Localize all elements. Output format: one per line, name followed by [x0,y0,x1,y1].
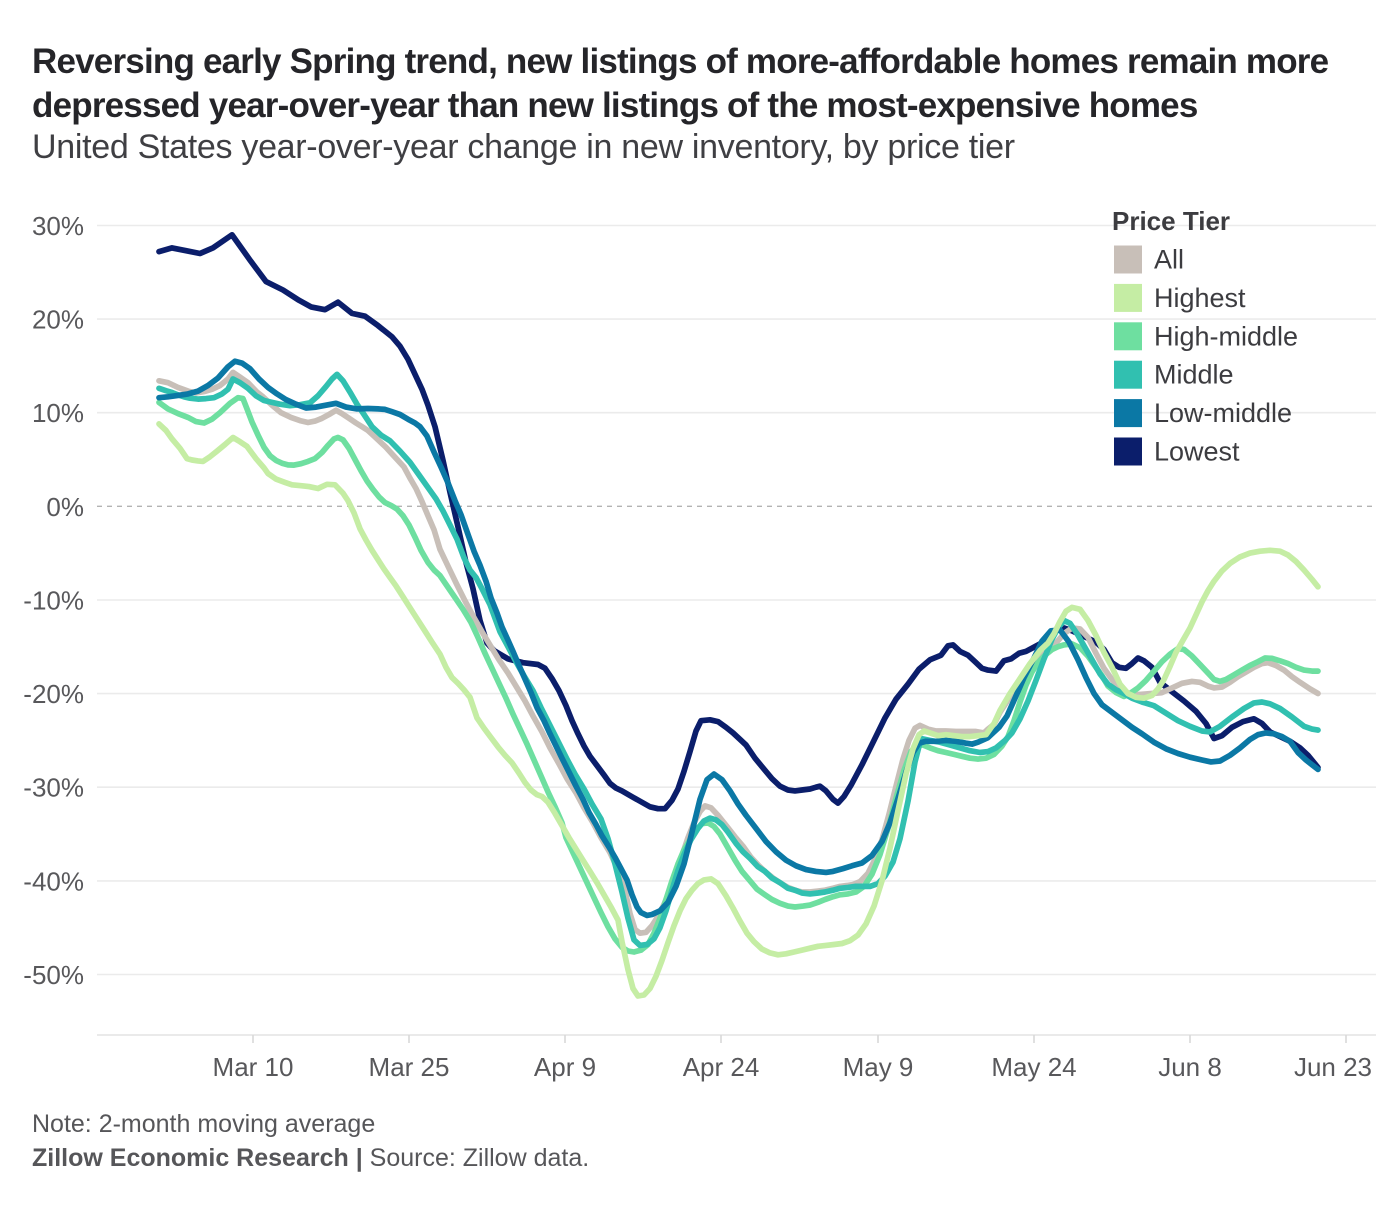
svg-text:Lowest: Lowest [1154,437,1240,467]
svg-text:Reversing early Spring trend,: Reversing early Spring trend, new listin… [32,42,1329,81]
svg-text:Jun 23: Jun 23 [1294,1052,1372,1082]
svg-text:United States year-over-year c: United States year-over-year change in n… [32,128,1015,166]
svg-text:High-middle: High-middle [1154,321,1298,351]
svg-text:Apr 24: Apr 24 [683,1052,760,1082]
svg-text:Mar 25: Mar 25 [369,1052,450,1082]
svg-text:Price Tier: Price Tier [1112,206,1230,236]
svg-text:Middle: Middle [1154,360,1234,390]
svg-text:Note: 2-month moving average: Note: 2-month moving average [32,1110,375,1138]
svg-text:May 24: May 24 [991,1052,1076,1082]
svg-text:-50%: -50% [23,960,84,990]
svg-text:-10%: -10% [23,586,84,616]
svg-text:Apr 9: Apr 9 [534,1052,596,1082]
svg-text:10%: 10% [32,398,84,428]
svg-text:May 9: May 9 [843,1052,914,1082]
svg-text:Low-middle: Low-middle [1154,398,1292,428]
svg-text:Mar 10: Mar 10 [213,1052,294,1082]
svg-text:-30%: -30% [23,773,84,803]
svg-text:-20%: -20% [23,679,84,709]
svg-text:30%: 30% [32,211,84,241]
svg-text:depressed year-over-year than: depressed year-over-year than new listin… [32,86,1198,125]
svg-text:Highest: Highest [1154,283,1246,313]
svg-text:Jun 8: Jun 8 [1158,1052,1222,1082]
svg-text:All: All [1154,245,1184,275]
svg-text:-40%: -40% [23,866,84,896]
svg-text:20%: 20% [32,305,84,335]
svg-text:0%: 0% [46,492,84,522]
svg-text:Zillow Economic Research | Sou: Zillow Economic Research | Source: Zillo… [32,1144,589,1172]
